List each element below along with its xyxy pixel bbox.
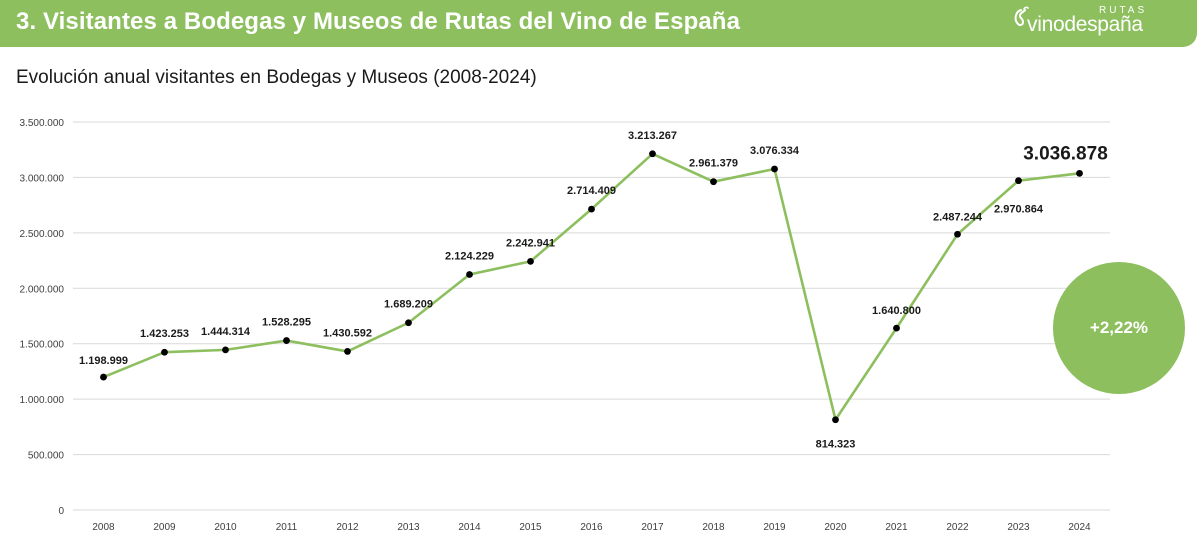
data-point — [649, 150, 656, 158]
data-label: 2.124.229 — [445, 251, 494, 263]
data-point — [161, 348, 168, 356]
data-point — [405, 319, 412, 327]
data-point — [588, 205, 595, 213]
data-point — [954, 230, 961, 238]
data-point — [100, 373, 107, 381]
y-tick-label: 2.000.000 — [20, 284, 65, 295]
y-tick-label: 2.500.000 — [20, 229, 65, 240]
data-point — [283, 337, 290, 344]
data-label: 2.242.941 — [506, 237, 555, 249]
y-tick-label: 3.000.000 — [20, 173, 65, 184]
growth-callout: +2,22% — [1053, 262, 1185, 394]
data-point — [771, 165, 778, 173]
x-tick-label: 2012 — [336, 522, 359, 533]
x-tick-label: 2008 — [92, 522, 115, 533]
x-tick-label: 2022 — [946, 522, 969, 533]
data-label: 1.528.295 — [262, 317, 311, 329]
data-point — [344, 348, 351, 355]
data-label: 1.444.314 — [201, 326, 251, 338]
x-tick-label: 2018 — [702, 522, 725, 533]
data-label: 1.423.253 — [140, 328, 189, 340]
data-label: 2.487.244 — [933, 211, 983, 223]
x-tick-label: 2017 — [641, 522, 664, 533]
x-tick-label: 2015 — [519, 522, 542, 533]
header-bar: 3. Visitantes a Bodegas y Museos de Ruta… — [0, 0, 1197, 47]
y-tick-label: 1.000.000 — [20, 395, 65, 406]
data-label: 1.430.592 — [323, 327, 372, 339]
data-label: 3.213.267 — [628, 130, 677, 142]
rutas-del-vino-logo: RUTAS vinodespaña — [1011, 2, 1161, 44]
data-label: 1.198.999 — [79, 355, 128, 367]
y-tick-label: 1.500.000 — [20, 340, 65, 351]
data-label: 2.970.864 — [994, 204, 1044, 216]
y-tick-label: 3.500.000 — [20, 118, 65, 129]
data-label: 1.689.209 — [384, 299, 433, 311]
x-tick-label: 2024 — [1068, 522, 1091, 533]
data-label: 3.076.334 — [750, 145, 800, 157]
data-point — [222, 346, 229, 354]
x-tick-label: 2021 — [885, 522, 908, 533]
x-tick-label: 2011 — [276, 522, 298, 533]
data-label-highlight: 3.036.878 — [1023, 143, 1108, 164]
data-point — [466, 271, 473, 278]
data-point — [1076, 169, 1083, 177]
x-tick-label: 2014 — [458, 522, 481, 533]
data-point — [710, 178, 717, 186]
x-tick-label: 2010 — [214, 522, 237, 533]
growth-percentage: +2,22% — [1089, 318, 1149, 337]
x-tick-label: 2020 — [824, 522, 847, 533]
chart-title: Evolución anual visitantes en Bodegas y … — [16, 67, 537, 88]
data-point — [893, 324, 900, 332]
data-label: 2.961.379 — [689, 158, 738, 170]
x-tick-label: 2009 — [153, 522, 176, 533]
x-tick-label: 2016 — [580, 522, 603, 533]
vine-leaf-icon — [1014, 6, 1029, 27]
page-title: 3. Visitantes a Bodegas y Museos de Ruta… — [16, 8, 741, 35]
x-tick-label: 2013 — [397, 522, 420, 533]
logo-rutas-text: RUTAS — [1099, 5, 1148, 16]
y-tick-label: 500.000 — [28, 451, 65, 462]
y-tick-label: 0 — [58, 506, 64, 517]
logo-wordmark: vinodespaña — [1027, 13, 1143, 36]
x-tick-label: 2023 — [1007, 522, 1030, 533]
data-point — [527, 257, 534, 265]
x-tick-label: 2019 — [763, 522, 786, 533]
data-label: 814.323 — [816, 439, 856, 451]
data-label: 1.640.800 — [872, 305, 921, 317]
data-point — [1015, 177, 1022, 185]
data-label: 2.714.409 — [567, 185, 616, 197]
data-point — [832, 416, 839, 424]
